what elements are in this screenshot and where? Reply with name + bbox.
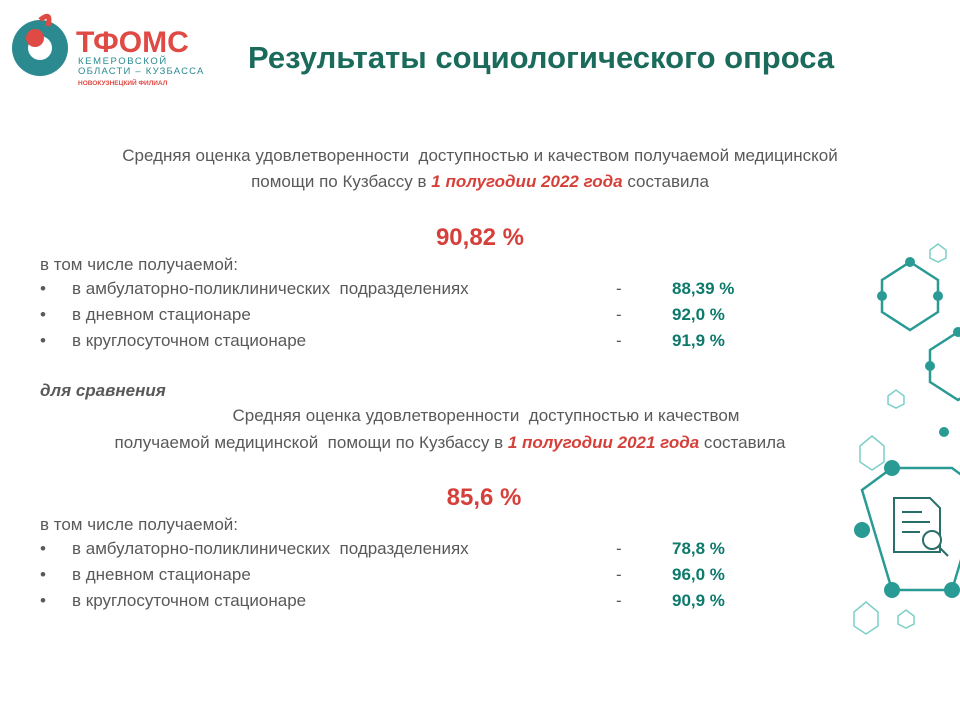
item-value: 91,9 % (672, 331, 725, 350)
item-label: в дневном стационаре (72, 305, 251, 324)
intro-period: 1 полугодии 2021 года (507, 433, 700, 452)
item-value: 96,0 % (672, 565, 725, 584)
intro-line: Средняя оценка удовлетворенности доступн… (232, 406, 740, 425)
intro-period: 1 полугодии 2022 года (431, 172, 623, 191)
item-dash: - (616, 305, 622, 324)
intro-line: получаемой медицинской помощи по Кузбасс… (0, 433, 930, 453)
title: Результаты социологического опроса (248, 40, 835, 75)
bullet: • (40, 305, 46, 324)
item-dash: - (616, 279, 622, 298)
intro-line: помощи по Кузбассу в 1 полугодии 2022 го… (0, 172, 960, 192)
intro-text: получаемой медицинской помощи по Кузбасс… (114, 433, 508, 452)
item-dash: - (616, 591, 622, 610)
total-score: 90,82 % (435, 224, 525, 251)
logo-line: ОБЛАСТИ – КУЗБАССА (78, 66, 205, 77)
item-value: 90,9 % (672, 591, 725, 610)
item-label: в амбулаторно-поликлинических подразделе… (72, 539, 469, 558)
intro-text: составила (622, 172, 709, 191)
bullet: • (40, 539, 46, 558)
bullet: • (40, 279, 46, 298)
intro-text: помощи по Кузбассу в (251, 172, 432, 191)
bullet: • (40, 591, 46, 610)
logo-branch: НОВОКУЗНЕЦКИЙ ФИЛИАЛ (78, 78, 168, 87)
document-icon (893, 497, 949, 557)
bullet: • (40, 331, 46, 350)
item-label: в дневном стационаре (72, 565, 251, 584)
item-dash: - (616, 539, 622, 558)
logo-line: КЕМЕРОВСКОЙ (78, 55, 168, 67)
logo-name: ТФОМС (76, 26, 189, 59)
item-dash: - (616, 331, 622, 350)
subtitle: в том числе получаемой: (40, 255, 238, 274)
comparison-heading: для сравнения (40, 381, 166, 400)
bullet: • (40, 565, 46, 584)
item-label: в круглосуточном стационаре (72, 331, 307, 350)
item-label: в круглосуточном стационаре (72, 591, 307, 610)
intro-line: Средняя оценка удовлетворенности доступн… (122, 146, 838, 165)
logo-mark (12, 13, 68, 76)
total-score: 85,6 % (446, 484, 522, 511)
intro-text: составила (699, 433, 786, 452)
item-value: 92,0 % (672, 305, 725, 324)
item-dash: - (616, 565, 622, 584)
item-label: в амбулаторно-поликлинических подразделе… (72, 279, 469, 298)
hex-nodes (854, 257, 960, 598)
item-value: 88,39 % (672, 279, 735, 298)
subtitle: в том числе получаемой: (40, 515, 238, 534)
item-value: 78,8 % (672, 539, 725, 558)
